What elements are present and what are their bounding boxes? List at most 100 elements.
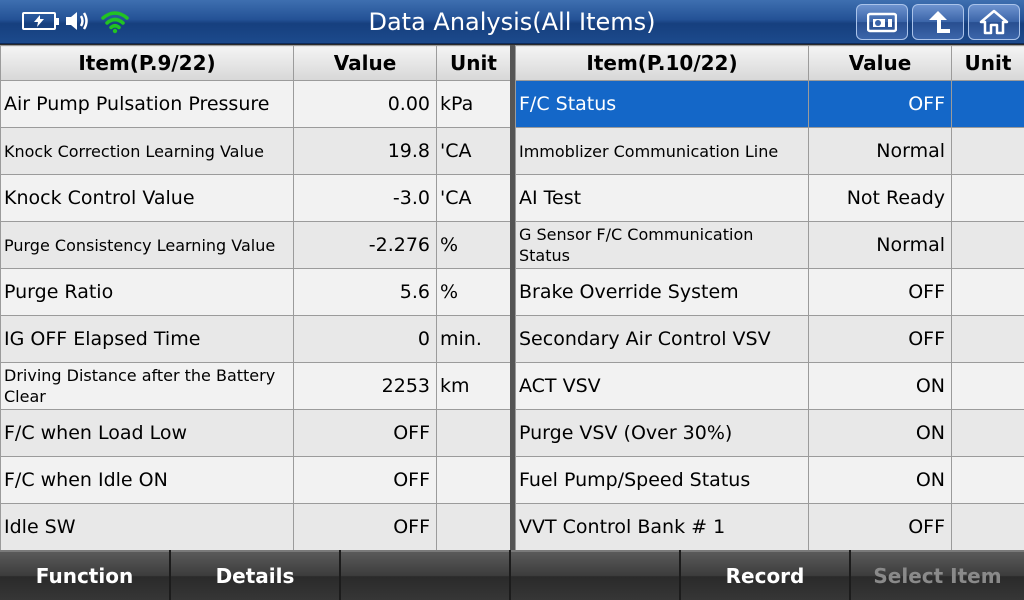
item-name: Idle SW	[0, 503, 294, 551]
item-unit	[951, 80, 1024, 128]
battery-icon	[22, 12, 59, 30]
item-value: OFF	[293, 456, 437, 504]
function-bar: Function Details Record Select Item	[0, 550, 1024, 600]
table-row[interactable]: Knock Correction Learning Value 19.8 'CA	[0, 127, 511, 175]
table-row-selected[interactable]: F/C Status OFF	[515, 80, 1024, 128]
back-button[interactable]	[912, 4, 964, 40]
table-row[interactable]: Knock Control Value -3.0 'CA	[0, 174, 511, 222]
item-name: AI Test	[515, 174, 809, 222]
item-value: 0	[293, 315, 437, 363]
item-name: F/C when Idle ON	[0, 456, 294, 504]
item-value: Not Ready	[808, 174, 952, 222]
item-name: F/C when Load Low	[0, 409, 294, 457]
empty-button-1[interactable]	[341, 550, 509, 600]
column-header-unit[interactable]: Unit	[436, 45, 511, 81]
left-data-table: Item(P.9/22) Value Unit Air Pump Pulsati…	[0, 45, 511, 551]
function-button[interactable]: Function	[0, 550, 169, 600]
item-name: F/C Status	[515, 80, 809, 128]
item-value: ON	[808, 409, 952, 457]
table-row[interactable]: Driving Distance after the Battery Clear…	[0, 362, 511, 410]
item-name: Purge VSV (Over 30%)	[515, 409, 809, 457]
item-value: OFF	[293, 503, 437, 551]
home-button[interactable]	[968, 4, 1020, 40]
speaker-icon	[66, 12, 88, 30]
column-header-value[interactable]: Value	[808, 45, 952, 81]
table-row[interactable]: F/C when Load Low OFF	[0, 409, 511, 457]
item-value: -2.276	[293, 221, 437, 269]
item-unit: kPa	[436, 80, 511, 128]
column-header-item[interactable]: Item(P.10/22)	[515, 45, 809, 81]
item-unit	[951, 362, 1024, 410]
item-name: Immoblizer Communication Line	[515, 127, 809, 175]
table-row[interactable]: G Sensor F/C Communication Status Normal	[515, 221, 1024, 269]
item-unit: km	[436, 362, 511, 410]
item-name: Purge Ratio	[0, 268, 294, 316]
item-value: OFF	[293, 409, 437, 457]
column-header-item[interactable]: Item(P.9/22)	[0, 45, 294, 81]
table-row[interactable]: Brake Override System OFF	[515, 268, 1024, 316]
item-unit	[951, 503, 1024, 551]
item-value: ON	[808, 362, 952, 410]
item-unit	[951, 127, 1024, 175]
table-row[interactable]: Air Pump Pulsation Pressure 0.00 kPa	[0, 80, 511, 128]
item-value: OFF	[808, 268, 952, 316]
item-value: ON	[808, 456, 952, 504]
details-button[interactable]: Details	[171, 550, 339, 600]
column-header-unit[interactable]: Unit	[951, 45, 1024, 81]
item-name: VVT Control Bank # 1	[515, 503, 809, 551]
table-row[interactable]: Secondary Air Control VSV OFF	[515, 315, 1024, 363]
item-unit: %	[436, 221, 511, 269]
item-name: Brake Override System	[515, 268, 809, 316]
table-row[interactable]: Purge Ratio 5.6%	[0, 268, 511, 316]
table-row[interactable]: Purge VSV (Over 30%) ON	[515, 409, 1024, 457]
table-row[interactable]: AI Test Not Ready	[515, 174, 1024, 222]
column-header-value[interactable]: Value	[293, 45, 437, 81]
screenshot-icon	[867, 12, 897, 33]
item-unit: %	[436, 268, 511, 316]
item-name: Knock Correction Learning Value	[0, 127, 294, 175]
home-icon	[979, 9, 1009, 35]
table-row[interactable]: IG OFF Elapsed Time 0 min.	[0, 315, 511, 363]
table-row[interactable]: ACT VSV ON	[515, 362, 1024, 410]
item-unit	[951, 315, 1024, 363]
back-icon	[929, 11, 950, 33]
item-unit	[436, 503, 511, 551]
table-row[interactable]: F/C when Idle ON OFF	[0, 456, 511, 504]
status-icons	[22, 8, 130, 34]
select-item-button: Select Item	[851, 550, 1024, 600]
item-value: Normal	[808, 127, 952, 175]
item-name: Fuel Pump/Speed Status	[515, 456, 809, 504]
item-unit	[436, 409, 511, 457]
wifi-icon	[101, 11, 129, 34]
item-name: G Sensor F/C Communication Status	[515, 221, 809, 269]
item-value: Normal	[808, 221, 952, 269]
item-name: Purge Consistency Learning Value	[0, 221, 294, 269]
item-unit	[951, 409, 1024, 457]
table-row[interactable]: VVT Control Bank # 1 OFF	[515, 503, 1024, 551]
record-button[interactable]: Record	[681, 550, 849, 600]
item-unit: min.	[436, 315, 511, 363]
right-data-table: Item(P.10/22) Value Unit F/C Status OFF I…	[515, 45, 1024, 551]
item-value: 0.00	[293, 80, 437, 128]
item-unit: 'CA	[436, 127, 511, 175]
table-row[interactable]: Immoblizer Communication Line Normal	[515, 127, 1024, 175]
panel-divider	[510, 45, 515, 550]
item-value: 2253	[293, 362, 437, 410]
item-unit	[951, 221, 1024, 269]
item-name: IG OFF Elapsed Time	[0, 315, 294, 363]
item-value: 19.8	[293, 127, 437, 175]
item-name: Air Pump Pulsation Pressure	[0, 80, 294, 128]
table-row[interactable]: Fuel Pump/Speed Status ON	[515, 456, 1024, 504]
item-value: OFF	[808, 503, 952, 551]
screenshot-button[interactable]	[856, 4, 908, 40]
item-unit: 'CA	[436, 174, 511, 222]
title-bar: Data Analysis(All Items)	[0, 0, 1024, 44]
table-row[interactable]: Purge Consistency Learning Value -2.276%	[0, 221, 511, 269]
item-unit	[436, 456, 511, 504]
item-value: -3.0	[293, 174, 437, 222]
empty-button-2[interactable]	[511, 550, 679, 600]
item-unit	[951, 268, 1024, 316]
page-title: Data Analysis(All Items)	[368, 8, 656, 36]
table-row[interactable]: Idle SW OFF	[0, 503, 511, 551]
item-value: OFF	[808, 80, 952, 128]
